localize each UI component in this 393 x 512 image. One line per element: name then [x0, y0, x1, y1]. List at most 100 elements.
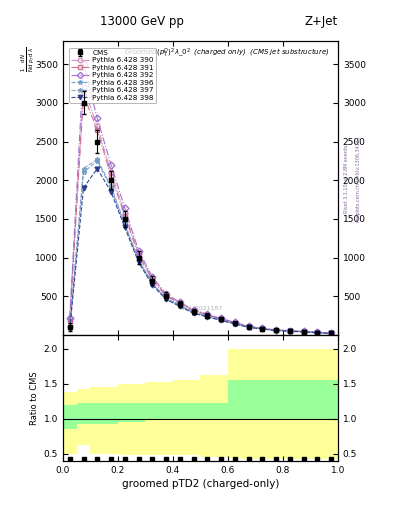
Pythia 6.428 398: [315, 330, 320, 336]
Pythia 6.428 390: [301, 329, 306, 335]
Pythia 6.428 391: [68, 318, 72, 324]
Pythia 6.428 390: [150, 275, 155, 282]
Pythia 6.428 397: [233, 321, 237, 327]
Pythia 6.428 398: [108, 189, 114, 195]
Pythia 6.428 390: [68, 316, 72, 323]
Pythia 6.428 397: [178, 302, 182, 308]
Pythia 6.428 391: [178, 301, 182, 307]
Pythia 6.428 390: [219, 316, 223, 322]
Pythia 6.428 390: [191, 307, 196, 313]
Pythia 6.428 398: [329, 330, 334, 336]
Pythia 6.428 398: [288, 328, 292, 334]
Pythia 6.428 396: [108, 185, 114, 191]
Text: CMS_2021187: CMS_2021187: [178, 306, 223, 311]
Pythia 6.428 391: [81, 92, 86, 98]
Pythia 6.428 396: [288, 328, 292, 334]
Pythia 6.428 392: [260, 325, 265, 331]
Pythia 6.428 392: [123, 205, 127, 211]
Pythia 6.428 397: [108, 183, 114, 189]
Pythia 6.428 398: [178, 303, 182, 309]
Line: Pythia 6.428 392: Pythia 6.428 392: [67, 62, 334, 335]
Line: Pythia 6.428 391: Pythia 6.428 391: [67, 93, 334, 336]
Pythia 6.428 390: [81, 84, 86, 91]
Pythia 6.428 392: [246, 323, 251, 329]
Pythia 6.428 392: [68, 315, 72, 321]
Pythia 6.428 391: [260, 326, 265, 332]
Text: Rivet 3.1.10, ≥ 2.8M events: Rivet 3.1.10, ≥ 2.8M events: [344, 145, 349, 214]
Line: Pythia 6.428 390: Pythia 6.428 390: [67, 85, 334, 335]
Text: $\frac{1}{\mathrm{N}}\frac{\mathrm{d}N}{\mathrm{d}\,p_T\,\mathrm{d}\,\lambda}$: $\frac{1}{\mathrm{N}}\frac{\mathrm{d}N}{…: [19, 47, 35, 72]
Pythia 6.428 398: [246, 324, 251, 330]
Pythia 6.428 398: [68, 326, 72, 332]
Pythia 6.428 391: [136, 252, 141, 258]
Pythia 6.428 391: [246, 324, 251, 330]
Pythia 6.428 392: [233, 319, 237, 326]
Pythia 6.428 390: [274, 327, 279, 333]
Text: Z+Jet: Z+Jet: [305, 15, 338, 28]
Pythia 6.428 391: [315, 329, 320, 335]
Pythia 6.428 398: [219, 317, 223, 324]
Pythia 6.428 391: [150, 277, 155, 283]
Pythia 6.428 392: [136, 247, 141, 253]
Pythia 6.428 391: [288, 328, 292, 334]
Pythia 6.428 396: [246, 324, 251, 330]
Pythia 6.428 397: [219, 317, 223, 323]
Pythia 6.428 398: [150, 282, 155, 288]
Pythia 6.428 392: [219, 315, 223, 322]
Pythia 6.428 398: [260, 326, 265, 332]
Pythia 6.428 398: [205, 314, 210, 320]
Pythia 6.428 398: [164, 296, 169, 303]
Pythia 6.428 390: [260, 325, 265, 331]
Pythia 6.428 396: [178, 303, 182, 309]
Pythia 6.428 398: [95, 165, 100, 172]
Y-axis label: Ratio to CMS: Ratio to CMS: [31, 371, 39, 424]
Pythia 6.428 390: [123, 209, 127, 216]
Pythia 6.428 396: [150, 281, 155, 287]
Pythia 6.428 397: [95, 156, 100, 162]
Pythia 6.428 391: [95, 127, 100, 133]
Pythia 6.428 391: [123, 212, 127, 219]
Text: 13000 GeV pp: 13000 GeV pp: [99, 15, 184, 28]
Pythia 6.428 392: [315, 329, 320, 335]
Line: Pythia 6.428 398: Pythia 6.428 398: [67, 166, 334, 336]
Pythia 6.428 398: [274, 328, 279, 334]
Pythia 6.428 391: [233, 320, 237, 326]
Pythia 6.428 396: [136, 258, 141, 264]
Pythia 6.428 392: [95, 115, 100, 121]
Pythia 6.428 398: [123, 224, 127, 230]
Pythia 6.428 392: [274, 327, 279, 333]
Pythia 6.428 392: [191, 307, 196, 313]
Pythia 6.428 391: [108, 173, 114, 179]
Pythia 6.428 390: [164, 292, 169, 298]
Pythia 6.428 390: [233, 319, 237, 326]
X-axis label: groomed pTD2 (charged-only): groomed pTD2 (charged-only): [122, 479, 279, 489]
Line: Pythia 6.428 396: Pythia 6.428 396: [67, 158, 334, 336]
Pythia 6.428 397: [81, 165, 86, 172]
Pythia 6.428 392: [205, 311, 210, 317]
Pythia 6.428 396: [329, 330, 334, 336]
Pythia 6.428 397: [68, 323, 72, 329]
Pythia 6.428 397: [288, 328, 292, 334]
Pythia 6.428 396: [123, 222, 127, 228]
Pythia 6.428 397: [123, 220, 127, 226]
Pythia 6.428 391: [329, 330, 334, 336]
Pythia 6.428 397: [301, 329, 306, 335]
Pythia 6.428 396: [260, 326, 265, 332]
Pythia 6.428 397: [329, 330, 334, 336]
Pythia 6.428 391: [164, 293, 169, 299]
Pythia 6.428 397: [164, 295, 169, 301]
Pythia 6.428 391: [219, 316, 223, 322]
Pythia 6.428 396: [95, 158, 100, 164]
Pythia 6.428 396: [219, 317, 223, 323]
Pythia 6.428 397: [274, 327, 279, 333]
Line: Pythia 6.428 397: Pythia 6.428 397: [67, 157, 334, 336]
Pythia 6.428 390: [178, 300, 182, 306]
Pythia 6.428 396: [68, 324, 72, 330]
Text: mcplots.cern.ch [arXiv:1306.3436]: mcplots.cern.ch [arXiv:1306.3436]: [356, 137, 361, 222]
Pythia 6.428 396: [164, 295, 169, 302]
Pythia 6.428 396: [81, 169, 86, 176]
Pythia 6.428 392: [301, 328, 306, 334]
Pythia 6.428 397: [191, 309, 196, 315]
Legend: CMS, Pythia 6.428 390, Pythia 6.428 391, Pythia 6.428 392, Pythia 6.428 396, Pyt: CMS, Pythia 6.428 390, Pythia 6.428 391,…: [69, 48, 156, 103]
Pythia 6.428 397: [246, 324, 251, 330]
